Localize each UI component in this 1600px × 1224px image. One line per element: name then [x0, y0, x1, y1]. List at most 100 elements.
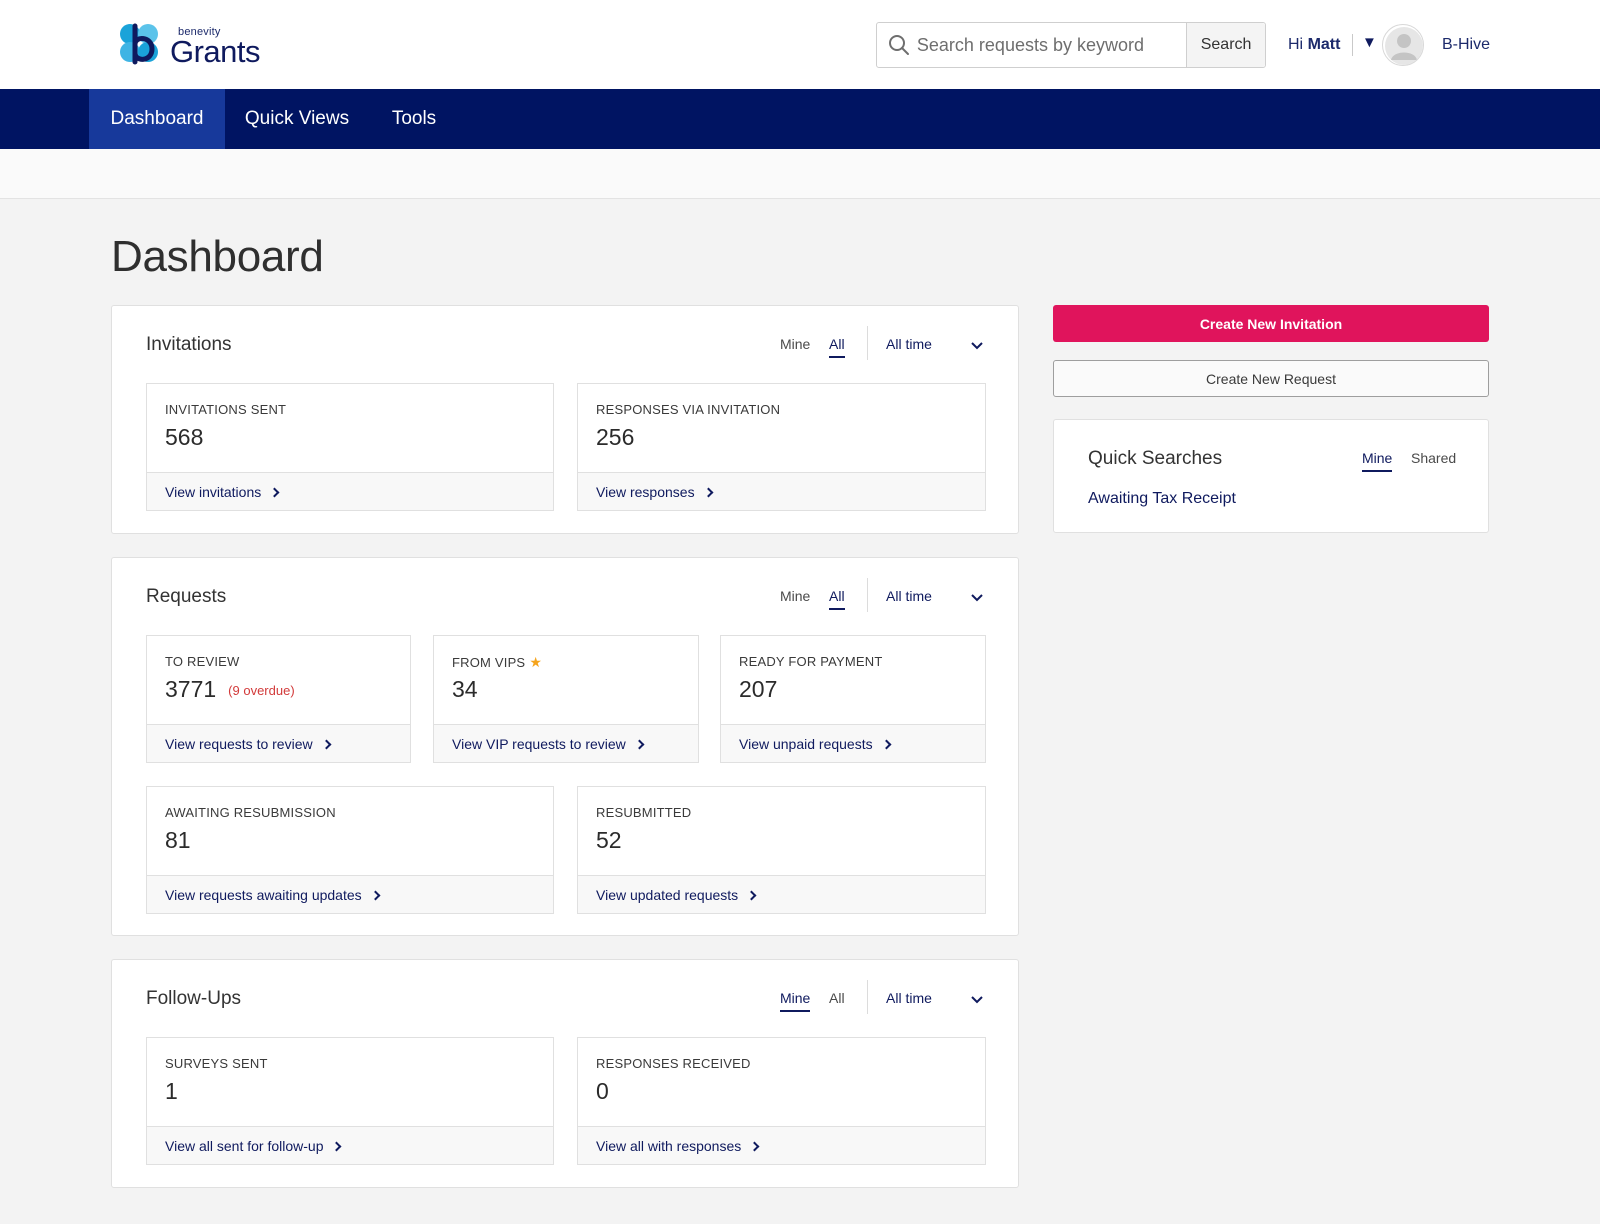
card-value: 1	[165, 1078, 178, 1104]
invitations-filter-all[interactable]: All	[829, 336, 845, 358]
follow-ups-time-select[interactable]: All time	[886, 990, 932, 1006]
card-label: TO REVIEW	[165, 654, 240, 669]
chevron-down-icon[interactable]	[970, 339, 984, 353]
avatar[interactable]	[1382, 24, 1424, 66]
page-title: Dashboard	[111, 232, 324, 281]
view-vip-requests-link[interactable]: View VIP requests to review	[434, 724, 698, 762]
chevron-right-icon	[634, 739, 645, 750]
requests-panel: Requests Mine All All time TO REVIEW 377…	[111, 557, 1019, 936]
view-all-with-responses-link[interactable]: View all with responses	[578, 1126, 985, 1164]
view-all-sent-link[interactable]: View all sent for follow-up	[147, 1126, 553, 1164]
invitations-panel: Invitations Mine All All time INVITATION…	[111, 305, 1019, 534]
card-label: RESUBMITTED	[596, 805, 692, 820]
card-invitations-sent: INVITATIONS SENT 568 View invitations	[146, 383, 554, 511]
nav-item-tools[interactable]: Tools	[391, 108, 437, 129]
card-label: SURVEYS SENT	[165, 1056, 268, 1071]
invitations-time-select[interactable]: All time	[886, 336, 932, 352]
chevron-right-icon	[332, 1141, 342, 1152]
avatar-icon	[1385, 27, 1423, 65]
view-responses-link[interactable]: View responses	[578, 472, 985, 510]
user-name: Matt	[1307, 36, 1341, 53]
card-value: 3771	[165, 676, 217, 702]
card-value: 568	[165, 424, 204, 450]
filter-divider	[867, 326, 868, 360]
card-link-text: View requests awaiting updates	[165, 887, 362, 903]
chevron-right-icon	[321, 739, 332, 750]
org-name[interactable]: B-Hive	[1442, 36, 1491, 53]
main-nav: Dashboard Quick Views Tools	[0, 89, 1600, 149]
card-label-wrap: FROM VIPS ★	[452, 654, 542, 671]
card-from-vips: FROM VIPS ★ 34 View VIP requests to revie…	[433, 635, 699, 763]
view-invitations-link[interactable]: View invitations	[147, 472, 553, 510]
quick-search-awaiting-tax-receipt[interactable]: Awaiting Tax Receipt	[1088, 490, 1236, 507]
chevron-down-icon[interactable]	[970, 591, 984, 605]
search-button[interactable]: Search	[1186, 23, 1265, 67]
card-to-review: TO REVIEW 3771 (9 overdue) View requests …	[146, 635, 411, 763]
card-resubmitted: RESUBMITTED 52 View updated requests	[577, 786, 986, 914]
quick-searches-panel: Quick Searches Mine Shared Awaiting Tax …	[1053, 419, 1489, 533]
nav-item-dashboard[interactable]: Dashboard	[89, 89, 225, 149]
card-label: READY FOR PAYMENT	[739, 654, 883, 669]
chevron-right-icon	[269, 487, 280, 498]
requests-title: Requests	[146, 586, 227, 607]
benevity-grants-logo[interactable]: benevity Grants	[118, 20, 280, 69]
quick-searches-tab-shared[interactable]: Shared	[1411, 450, 1457, 466]
card-value: 81	[165, 827, 191, 853]
card-link-text: View updated requests	[596, 887, 739, 903]
requests-time-select[interactable]: All time	[886, 588, 932, 604]
quick-searches-tab-mine[interactable]: Mine	[1362, 450, 1393, 472]
chevron-right-icon	[881, 739, 892, 750]
card-value: 52	[596, 827, 622, 853]
chevron-right-icon	[746, 890, 757, 901]
quick-searches-title: Quick Searches	[1088, 448, 1223, 469]
follow-ups-panel: Follow-Ups Mine All All time SURVEYS SEN…	[111, 959, 1019, 1188]
invitations-title: Invitations	[146, 334, 232, 355]
chevron-right-icon	[370, 890, 381, 901]
chevron-right-icon	[703, 487, 714, 498]
card-value: 207	[739, 676, 778, 702]
card-link-text: View requests to review	[165, 736, 313, 752]
requests-filter-all[interactable]: All	[829, 588, 845, 610]
view-updated-requests-link[interactable]: View updated requests	[578, 875, 985, 913]
logo-big-text: Grants	[170, 34, 261, 69]
card-surveys-sent: SURVEYS SENT 1 View all sent for follow-…	[146, 1037, 554, 1165]
card-label: RESPONSES RECEIVED	[596, 1056, 751, 1071]
card-link-text: View all with responses	[596, 1138, 742, 1154]
follow-ups-filter-all[interactable]: All	[829, 990, 845, 1006]
card-responses-received: RESPONSES RECEIVED 0 View all with respo…	[577, 1037, 986, 1165]
search-input[interactable]	[916, 23, 1187, 67]
chevron-down-icon[interactable]	[970, 993, 984, 1007]
create-new-invitation-button[interactable]: Create New Invitation	[1053, 305, 1489, 342]
view-requests-awaiting-updates-link[interactable]: View requests awaiting updates	[147, 875, 553, 913]
view-requests-to-review-link[interactable]: View requests to review	[147, 724, 410, 762]
card-link-text: View unpaid requests	[739, 736, 873, 752]
card-link-text: View VIP requests to review	[452, 736, 626, 752]
requests-filter-mine[interactable]: Mine	[780, 588, 811, 604]
logo-small-text: benevity	[178, 26, 221, 38]
follow-ups-title: Follow-Ups	[146, 988, 242, 1009]
logo-mark-icon	[120, 23, 158, 65]
chevron-right-icon	[749, 1141, 760, 1152]
overdue-note: (9 overdue)	[228, 683, 295, 698]
card-link-text: View invitations	[165, 484, 262, 500]
follow-ups-filter-mine[interactable]: Mine	[780, 990, 811, 1012]
nav-item-quick-views[interactable]: Quick Views	[244, 108, 350, 129]
create-new-request-button[interactable]: Create New Request	[1053, 360, 1489, 397]
top-header: benevity Grants Search Hi Matt ▼ B-Hive	[0, 0, 1600, 89]
filter-divider	[867, 980, 868, 1014]
sub-header-bar	[0, 149, 1600, 199]
search-box: Search	[876, 22, 1266, 68]
invitations-filter-mine[interactable]: Mine	[780, 336, 811, 352]
view-unpaid-requests-link[interactable]: View unpaid requests	[721, 724, 985, 762]
user-divider	[1352, 34, 1353, 56]
user-menu-caret-icon[interactable]: ▼	[1362, 34, 1377, 51]
card-value: 34	[452, 676, 478, 702]
card-label: INVITATIONS SENT	[165, 402, 287, 417]
card-value-wrap: 3771 (9 overdue)	[165, 676, 295, 703]
filter-divider	[867, 578, 868, 612]
card-responses-via-invitation: RESPONSES VIA INVITATION 256 View respon…	[577, 383, 986, 511]
card-ready-for-payment: READY FOR PAYMENT 207 View unpaid reques…	[720, 635, 986, 763]
user-greeting[interactable]: Hi Matt	[1288, 36, 1340, 54]
greeting-text: Hi	[1288, 36, 1304, 53]
star-icon: ★	[529, 654, 543, 670]
